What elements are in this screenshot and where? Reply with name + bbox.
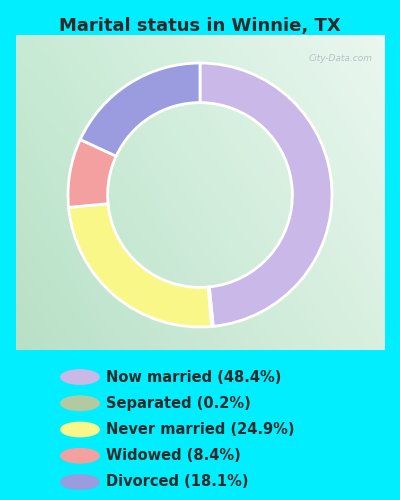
Text: Widowed (8.4%): Widowed (8.4%): [106, 448, 241, 463]
Wedge shape: [68, 204, 212, 327]
Text: Separated (0.2%): Separated (0.2%): [106, 396, 251, 411]
Circle shape: [61, 396, 99, 410]
Text: Now married (48.4%): Now married (48.4%): [106, 370, 281, 384]
Circle shape: [61, 448, 99, 463]
Circle shape: [61, 370, 99, 384]
Text: Never married (24.9%): Never married (24.9%): [106, 422, 294, 437]
Circle shape: [61, 475, 99, 489]
Text: Marital status in Winnie, TX: Marital status in Winnie, TX: [59, 18, 341, 36]
Text: Divorced (18.1%): Divorced (18.1%): [106, 474, 248, 490]
Circle shape: [61, 422, 99, 436]
Wedge shape: [200, 63, 332, 326]
Wedge shape: [80, 63, 200, 156]
Wedge shape: [208, 287, 213, 327]
Wedge shape: [68, 140, 116, 207]
Text: City-Data.com: City-Data.com: [309, 54, 373, 63]
